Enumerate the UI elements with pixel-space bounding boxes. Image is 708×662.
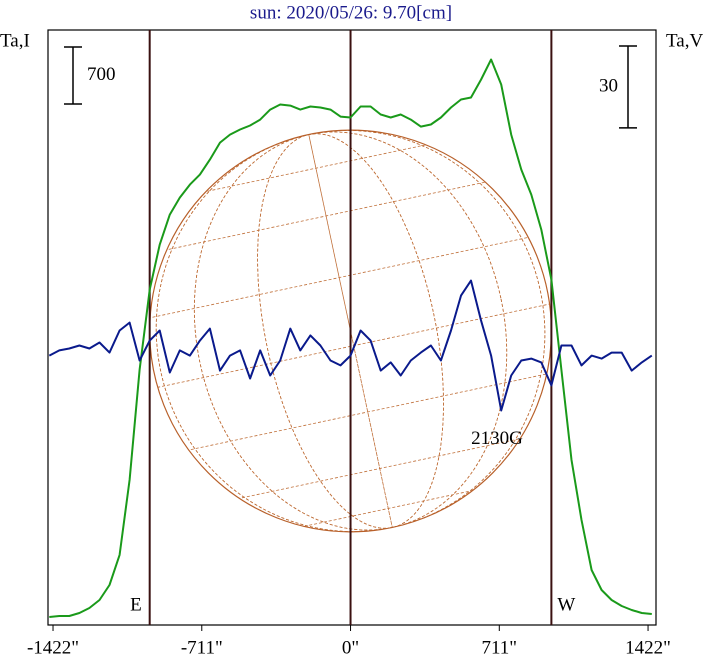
annotation: 2130G: [471, 428, 523, 449]
parallel: [129, 173, 523, 259]
plot-frame: [47, 29, 657, 626]
y2-axis-label: Ta,V: [666, 30, 703, 51]
parallel: [142, 235, 536, 320]
x-tick-label: -1422": [27, 637, 79, 658]
parallel: [191, 466, 585, 551]
scale-bar-label: 30: [599, 75, 618, 96]
series-line: [48, 279, 653, 412]
limb-label: E: [130, 594, 142, 615]
parallel: [171, 369, 565, 455]
scale-bar-label: 700: [87, 64, 116, 85]
parallel: [119, 126, 513, 211]
x-tick-label: 0": [342, 637, 359, 658]
x-tick-label: 1422": [625, 637, 671, 658]
series-line: [49, 58, 652, 618]
y-axis-label: Ta,I: [0, 30, 30, 51]
limb-label: W: [557, 594, 575, 615]
x-tick-label: -711": [181, 637, 223, 658]
parallel: [183, 426, 577, 511]
chart-title: sun: 2020/05/26: 9.70[cm]: [250, 2, 452, 23]
meridian: [193, 131, 508, 531]
x-tick-label: 711": [482, 637, 518, 658]
